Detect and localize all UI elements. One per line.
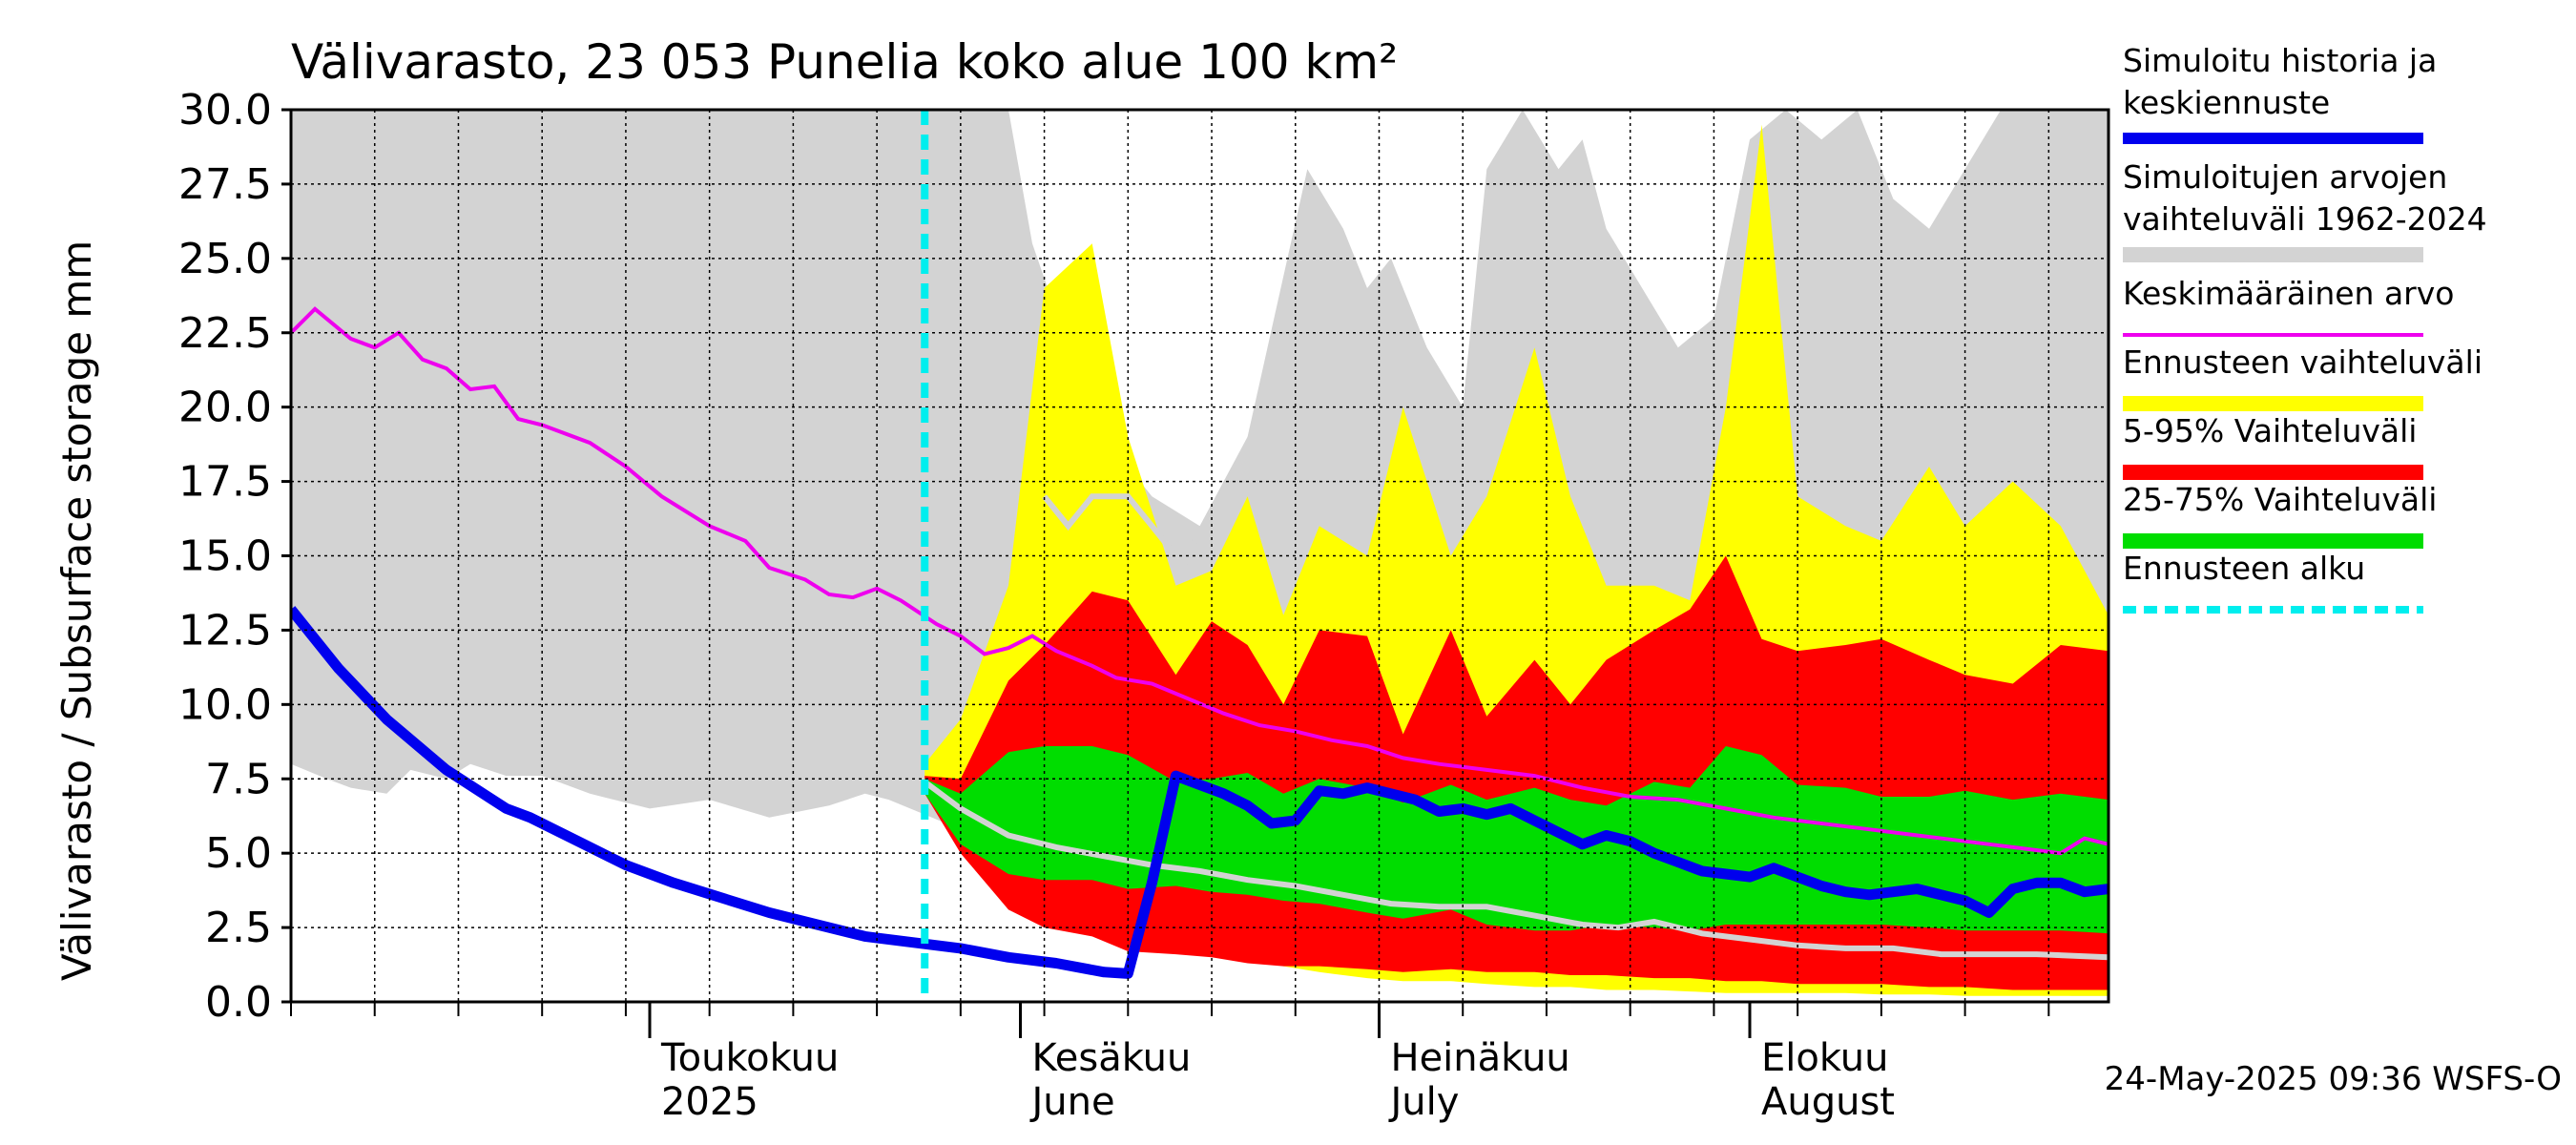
y-tick-label: 27.5 <box>178 160 272 209</box>
legend: Simuloitu historia ja keskiennuste Simuloi… <box>2123 42 2487 614</box>
month-label-secondary: June <box>1029 1080 1115 1124</box>
y-tick-label: 10.0 <box>178 680 272 729</box>
legend-swatch <box>2123 465 2423 480</box>
y-tick-label: 15.0 <box>178 532 272 581</box>
y-tick-label: 25.0 <box>178 235 272 283</box>
legend-label: Keskimääräinen arvo <box>2123 275 2454 312</box>
legend-swatch <box>2123 247 2423 262</box>
legend-label-secondary: keskiennuste <box>2123 84 2330 121</box>
footer-timestamp: 24-May-2025 09:36 WSFS-O <box>2105 1060 2562 1098</box>
median-forecast-line <box>923 779 2109 961</box>
legend-swatch <box>2123 396 2423 411</box>
axis-layer: 0.0 2.5 5.0 7.5 10.0 12.5 15.0 17.5 20.0 22.5 25.0… <box>178 86 2110 1124</box>
median-history-line <box>1042 493 1203 566</box>
month-label: Elokuu <box>1761 1036 1889 1080</box>
y-tick-label: 0.0 <box>205 978 272 1027</box>
month-label: Kesäkuu <box>1032 1036 1192 1080</box>
y-tick-label: 2.5 <box>205 904 272 952</box>
month-label-secondary: 2025 <box>661 1080 758 1124</box>
y-tick-label: 20.0 <box>178 384 272 432</box>
y-tick-label: 30.0 <box>178 86 272 135</box>
simulated-line <box>291 606 2109 979</box>
legend-label: Ennusteen vaihteluväli <box>2123 344 2483 381</box>
month-label-secondary: July <box>1387 1080 1459 1124</box>
legend-label: 5-95% Vaihteluväli <box>2123 412 2417 449</box>
y-tick-label: 12.5 <box>178 606 272 655</box>
month-label: Toukokuu <box>660 1036 839 1080</box>
y-tick-label: 7.5 <box>205 755 272 803</box>
month-label: Heinäkuu <box>1390 1036 1569 1080</box>
y-axis-label: Välivarasto / Subsurface storage mm <box>53 240 100 981</box>
legend-label: Simuloitu historia ja <box>2123 42 2437 79</box>
legend-label: 25-75% Vaihteluväli <box>2123 481 2437 518</box>
legend-label: Simuloitujen arvojen <box>2123 158 2447 196</box>
series-layer <box>291 110 2109 996</box>
legend-label: Ennusteen alku <box>2123 550 2365 587</box>
chart-title: Välivarasto, 23 053 Punelia koko alue 10… <box>291 34 1398 90</box>
y-tick-label: 5.0 <box>205 829 272 878</box>
mean-value-line <box>291 306 2109 856</box>
plot-frame <box>289 108 2110 1004</box>
month-label-secondary: August <box>1761 1080 1895 1124</box>
y-tick-label: 22.5 <box>178 309 272 358</box>
legend-swatch <box>2123 533 2423 549</box>
legend-label-secondary: vaihteluväli 1962-2024 <box>2123 200 2487 238</box>
y-tick-label: 17.5 <box>178 458 272 507</box>
